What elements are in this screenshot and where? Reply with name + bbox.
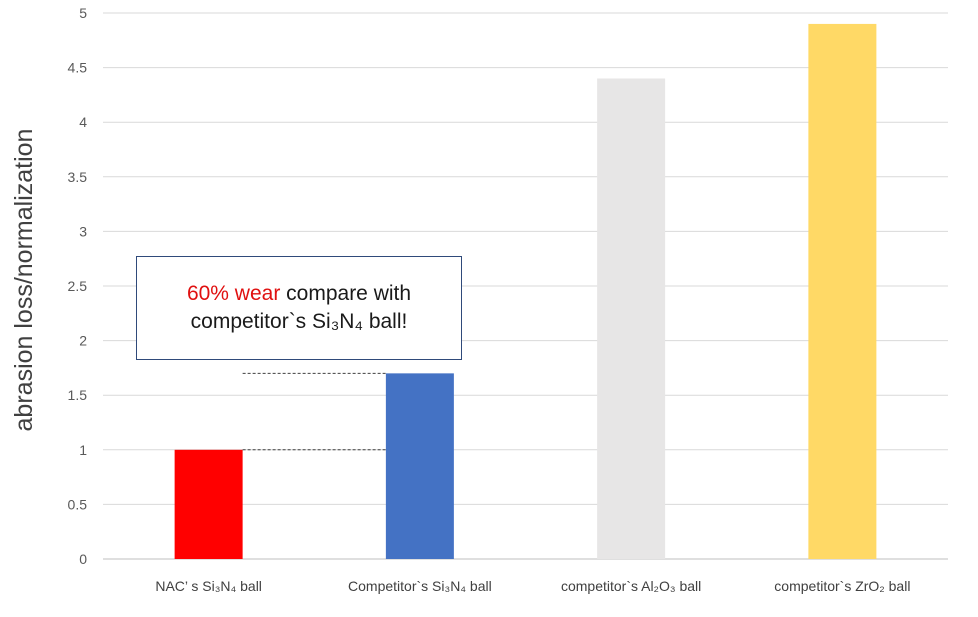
annotation-callout: 60% wear compare with competitor`s Si₃N₄… xyxy=(136,256,462,360)
y-tick-label: 2.5 xyxy=(68,278,88,294)
annotation-line-2: competitor`s Si₃N₄ ball! xyxy=(190,310,408,333)
x-category-label: competitor`s ZrO₂ ball xyxy=(774,578,910,594)
bar xyxy=(597,78,666,560)
bar xyxy=(808,23,877,560)
annotation-text: compare with xyxy=(280,282,412,305)
y-axis-ticks: 0 0.5 1 1.5 2 2.5 3 3.5 4 4.5 5 xyxy=(68,5,88,567)
annotation-highlight: 60% wear xyxy=(186,282,281,305)
y-tick-label: 3 xyxy=(79,223,87,239)
y-tick-label: 5 xyxy=(79,5,87,21)
bars xyxy=(174,23,877,560)
x-axis-category-labels: NAC’ s Si₃N₄ ball Competitor`s Si₃N₄ ball… xyxy=(155,578,910,594)
x-category-label: Competitor`s Si₃N₄ ball xyxy=(348,578,492,594)
y-tick-label: 1 xyxy=(79,442,87,458)
y-tick-label: 3.5 xyxy=(68,169,88,185)
x-category-label: competitor`s Al₂O₃ ball xyxy=(561,578,701,594)
annotation-line-1: 60% wear compare with xyxy=(187,280,411,308)
y-tick-label: 1.5 xyxy=(68,387,88,403)
bar xyxy=(174,449,243,559)
y-tick-label: 4.5 xyxy=(68,60,88,76)
y-tick-label: 4 xyxy=(79,114,87,130)
x-category-label: NAC’ s Si₃N₄ ball xyxy=(155,578,262,594)
y-axis-label: abrasion loss/normalization xyxy=(10,129,38,432)
y-tick-label: 0.5 xyxy=(68,496,88,512)
y-tick-label: 0 xyxy=(79,551,87,567)
comparison-guide-lines xyxy=(242,372,386,451)
y-tick-label: 2 xyxy=(79,333,87,349)
bar xyxy=(385,373,454,559)
